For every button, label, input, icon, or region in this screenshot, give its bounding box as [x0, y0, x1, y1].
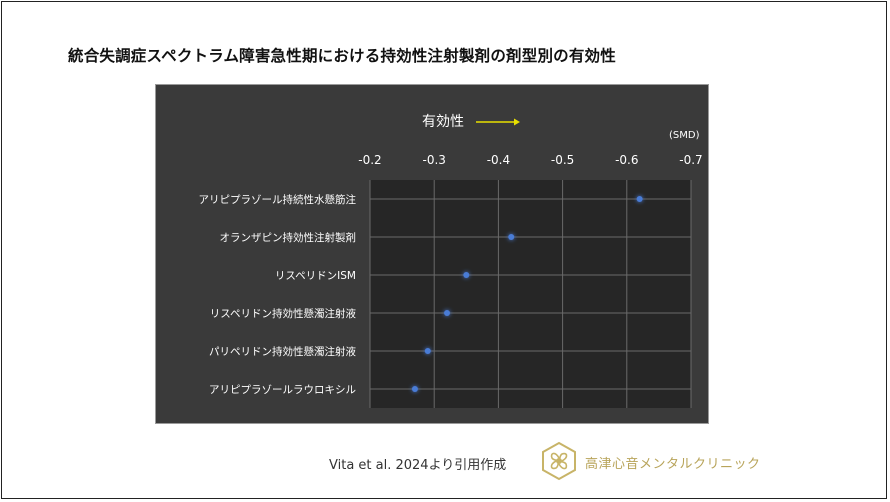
chart-plot: -0.2 -0.3 -0.4 -0.5 -0.6 -0.7 アリピプラゾール持続性水懸筋注オ…: [199, 153, 703, 408]
data-point: [444, 310, 451, 316]
x-tick-label: -0.3: [422, 153, 445, 167]
category-label: アリピプラゾール持続性水懸筋注: [199, 193, 357, 206]
x-tick-label: -0.5: [551, 153, 574, 167]
data-point: [424, 348, 431, 354]
plot-area: [370, 180, 691, 408]
data-point: [411, 386, 418, 392]
data-point: [508, 234, 515, 240]
x-tick-label: -0.4: [487, 153, 510, 167]
x-tick-label: -0.2: [358, 153, 381, 167]
citation-text: Vita et al. 2024より引用作成: [329, 458, 507, 473]
slide-title: 統合失調症スペクトラム障害急性期における持効性注射製剤の剤型別の有効性: [68, 47, 616, 65]
category-label: アリピプラゾールラウロキシル: [209, 384, 356, 396]
unit-label: (SMD): [669, 130, 700, 141]
data-point: [463, 272, 470, 278]
x-tick-label: -0.7: [679, 153, 702, 167]
effect-direction-label: 有効性: [422, 111, 522, 131]
clinic-name: 高津心音メンタルクリニック: [585, 457, 761, 472]
category-label: オランザピン持効性注射製剤: [220, 231, 357, 244]
clinic-logo-icon: [542, 441, 576, 481]
chart-panel: 有効性 (SMD) -0.2 -0.3 -0.4 -0.5 -0.6 -0.7 アリピプラゾ…: [155, 84, 709, 424]
x-tick-label: -0.6: [615, 153, 638, 167]
category-label: パリペリドン持効性懸濁注射液: [209, 345, 356, 358]
category-label: リスペリドンISM: [275, 270, 356, 282]
effect-label-text: 有効性: [422, 114, 464, 130]
category-label: リスペリドン持効性懸濁注射液: [210, 307, 357, 320]
arrow-right-icon: [476, 118, 521, 126]
data-point: [636, 196, 643, 202]
